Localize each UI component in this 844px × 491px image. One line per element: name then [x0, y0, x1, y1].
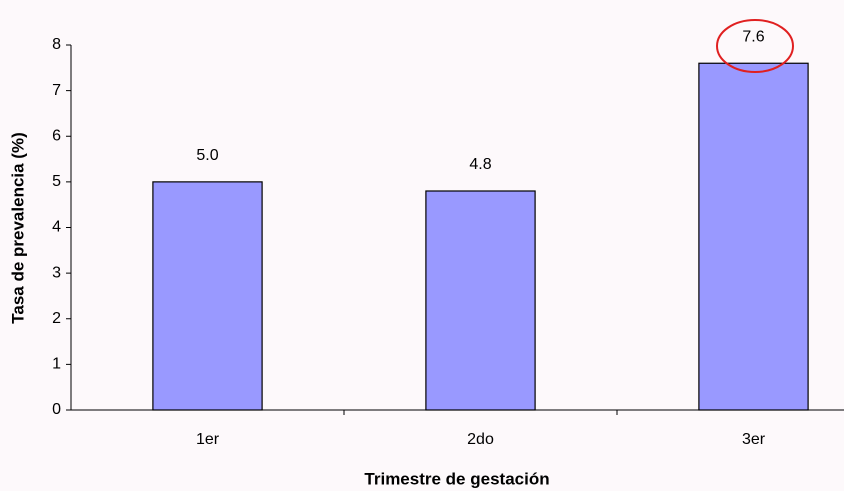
y-tick-label: 0: [52, 401, 61, 418]
x-axis-title: Trimestre de gestación: [364, 469, 549, 488]
x-tick-label: 2do: [467, 431, 494, 448]
y-tick-label: 6: [52, 127, 61, 144]
y-tick-label: 2: [52, 310, 61, 327]
value-label: 4.8: [469, 156, 491, 173]
x-tick-label: 1er: [196, 431, 220, 448]
bar: [698, 62, 809, 411]
y-axis-title: Tasa de prevalencia (%): [8, 132, 27, 324]
y-tick-label: 7: [52, 82, 61, 99]
bar: [425, 190, 536, 411]
y-tick-label: 4: [52, 219, 61, 236]
highlight-circle: [716, 19, 794, 73]
bar: [152, 181, 263, 411]
y-tick-label: 8: [52, 36, 61, 53]
value-label: 7.6: [742, 28, 764, 45]
x-tick-label: 3er: [742, 431, 766, 448]
y-tick-label: 3: [52, 264, 61, 281]
y-tick-label: 1: [52, 356, 61, 373]
y-tick-label: 5: [52, 173, 61, 190]
value-label: 5.0: [196, 147, 218, 164]
